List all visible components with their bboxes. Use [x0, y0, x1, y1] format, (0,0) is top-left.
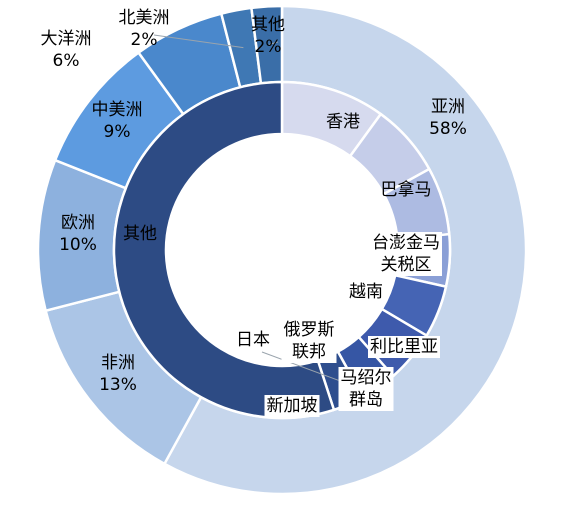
outer-ring	[36, 4, 528, 496]
chart-labels: 亚洲 58% 非洲 13% 欧洲 10% 中美洲 9%大洋洲 6% 北美洲 2% 其他 2% 香港巴拿马台…	[41, 8, 467, 417]
outer-label-0: 亚洲 58%	[429, 97, 467, 139]
inner-leader-8	[261, 351, 339, 381]
outer-leader-5	[153, 34, 244, 49]
inner-label-8-bg	[234, 329, 272, 351]
inner-label-1: 巴拿马	[381, 179, 432, 200]
inner-label-6: 新加坡	[267, 396, 318, 416]
outer-label-3: 中美洲 9%	[92, 100, 143, 142]
inner-label-7-bg	[281, 319, 337, 363]
inner-label-2-bg	[370, 232, 442, 276]
outer-leader-6	[268, 41, 279, 45]
inner-label-4-bg	[368, 336, 440, 358]
inner-label-9: 其他	[123, 224, 157, 244]
outer-label-4: 大洋洲 6%	[41, 29, 92, 71]
inner-label-2: 台澎金马关税区	[372, 233, 440, 275]
inner-label-5: 马绍尔群岛	[341, 368, 392, 410]
inner-label-5-bg	[338, 367, 394, 411]
outer-label-2: 欧洲 10%	[59, 213, 97, 255]
inner-label-3-bg	[347, 281, 385, 303]
outer-label-5: 北美洲 2%	[119, 8, 170, 50]
inner-label-7: 俄罗斯联邦	[284, 320, 335, 362]
inner-label-6-bg	[264, 395, 320, 417]
outer-label-6: 其他 2%	[251, 15, 285, 57]
inner-label-3: 越南	[349, 282, 383, 302]
inner-slice-9	[112, 80, 336, 420]
inner-label-4: 利比里亚	[370, 337, 438, 357]
inner-label-8: 日本	[236, 330, 270, 350]
inner-label-0: 香港	[326, 112, 360, 132]
leader-lines	[153, 34, 339, 381]
outer-label-1: 非洲 13%	[99, 353, 137, 395]
